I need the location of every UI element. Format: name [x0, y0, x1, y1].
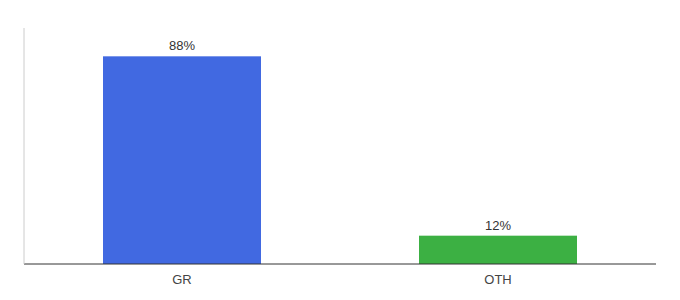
- data-label: 88%: [169, 38, 195, 53]
- x-tick-label: GR: [172, 272, 192, 287]
- bar: [419, 236, 577, 264]
- data-labels: 88% 12%: [169, 38, 511, 232]
- bar: [103, 56, 261, 264]
- axes: [24, 28, 656, 264]
- x-tick-label: OTH: [484, 272, 511, 287]
- x-ticks: GR OTH: [172, 272, 511, 287]
- chart-container: GR OTH 88% 12%: [0, 0, 680, 300]
- bars: [103, 56, 577, 264]
- chart-svg: GR OTH 88% 12%: [0, 0, 680, 300]
- x-axis-line: [24, 264, 656, 265]
- data-label: 12%: [485, 218, 511, 233]
- y-axis-line: [24, 28, 25, 264]
